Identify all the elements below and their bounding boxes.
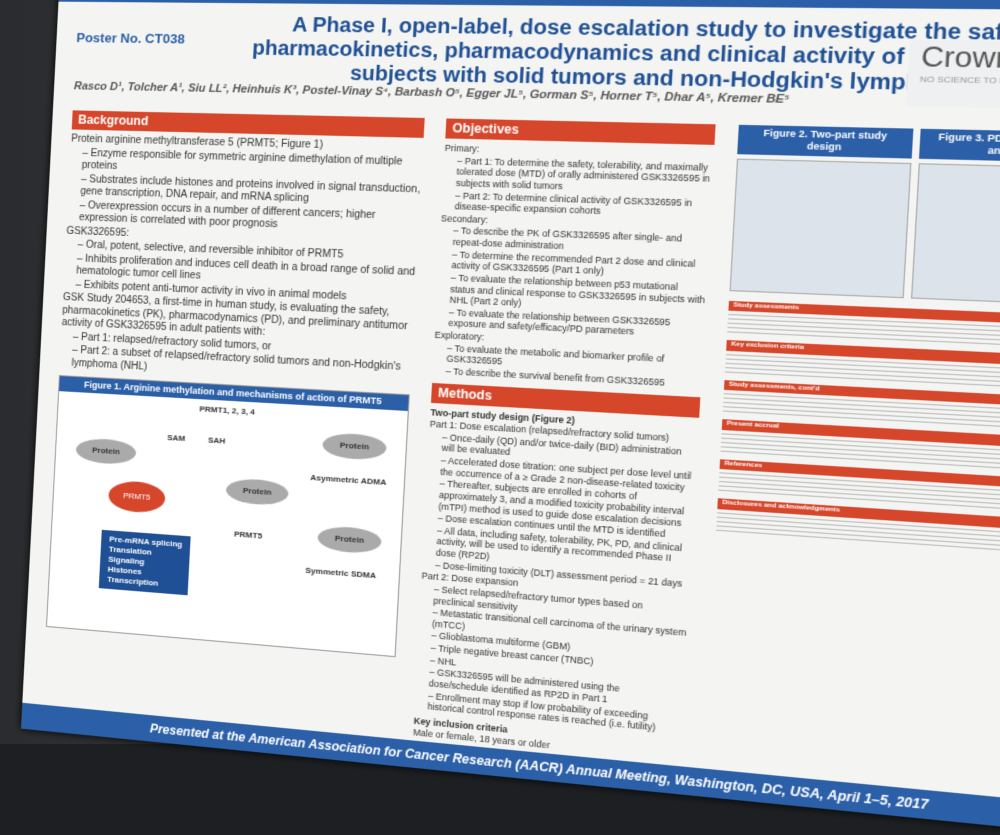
- background-list: Protein arginine methyltransferase 5 (PR…: [59, 133, 423, 388]
- top-band: [58, 0, 1000, 11]
- figure-label: SAM: [167, 432, 186, 444]
- column-right: Figure 2. Two-part study design Figure 3…: [715, 124, 1000, 558]
- objectives-list: Primary: – Part 1: To determine the safet…: [432, 143, 714, 391]
- figure-title: Figure 3. PD and biomarker analysis: [919, 128, 1000, 163]
- figure-label: PRMT5: [233, 529, 263, 541]
- logo-tagline: NO SCIENCE TO PATIENTS: [919, 74, 1000, 86]
- figure-3: Figure 3. PD and biomarker analysis: [911, 128, 1000, 310]
- protein-node: Protein: [75, 437, 137, 466]
- poster: Poster No. CT038 A Phase I, open-label, …: [20, 0, 1000, 835]
- section-heading: Objectives: [445, 118, 716, 145]
- figure-2: Figure 2. Two-part study design: [729, 124, 914, 302]
- methods-list: Part 1: Dose escalation (relapsed/refrac…: [414, 419, 698, 736]
- figure-title: Figure 2. Two-part study design: [737, 124, 914, 159]
- poster-number: Poster No. CT038: [76, 29, 186, 47]
- figure-label: PRMT1, 2, 3, 4: [199, 404, 256, 417]
- figure-label: Symmetric SDMA: [305, 565, 377, 581]
- figure-body: [911, 162, 1000, 306]
- figure-label: Asymmetric ADMA: [310, 472, 387, 488]
- protein-node: Protein: [321, 432, 388, 461]
- column-middle: Objectives Primary: – Part 1: To determin…: [411, 118, 716, 801]
- figure-body: [729, 157, 912, 298]
- figure-label: SAH: [207, 435, 226, 446]
- figure-row: Figure 2. Two-part study design Figure 3…: [729, 124, 1000, 310]
- protein-node: Protein: [316, 525, 383, 555]
- prmt5-node: PRMT5: [107, 479, 166, 515]
- figure-1: Figure 1. Arginine methylation and mecha…: [45, 375, 410, 658]
- right-sections: Study assessments Key exclusion criteria S…: [715, 300, 1000, 558]
- logo-name: CrownBio: [920, 39, 1000, 76]
- effects-box: Pre-mRNA splicing Translation Signaling His…: [98, 529, 191, 596]
- column-left: Background Protein arginine methyltransf…: [45, 110, 425, 658]
- protein-node: Protein: [225, 477, 290, 507]
